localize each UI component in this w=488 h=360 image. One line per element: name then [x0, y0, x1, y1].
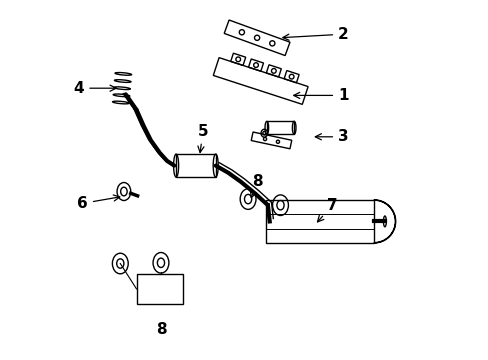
Text: 7: 7: [317, 198, 337, 222]
Text: 3: 3: [315, 129, 348, 144]
Bar: [176, 154, 215, 177]
Text: 5: 5: [197, 123, 208, 153]
Text: 6: 6: [77, 195, 120, 211]
Bar: [266, 121, 294, 134]
Text: 1: 1: [293, 88, 348, 103]
Bar: [265, 200, 373, 243]
Text: 4: 4: [74, 81, 116, 96]
Bar: [136, 274, 183, 304]
Text: 2: 2: [282, 27, 348, 42]
Text: 8: 8: [250, 174, 262, 198]
Text: 8: 8: [156, 322, 167, 337]
